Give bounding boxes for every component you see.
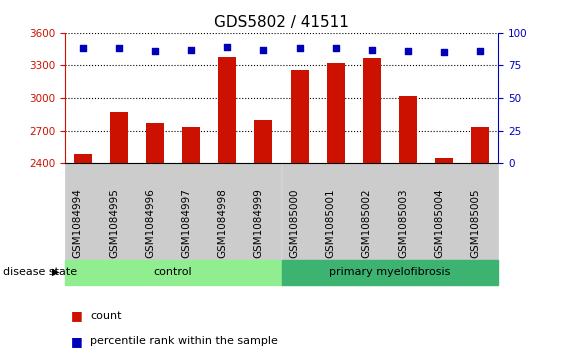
Bar bbox=[471, 127, 489, 163]
Point bbox=[114, 45, 123, 51]
Bar bbox=[182, 127, 200, 163]
Text: GSM1084999: GSM1084999 bbox=[253, 188, 263, 258]
Text: primary myelofibrosis: primary myelofibrosis bbox=[329, 267, 450, 277]
Bar bbox=[146, 123, 164, 163]
Bar bbox=[291, 70, 309, 163]
Point bbox=[223, 44, 232, 50]
Bar bbox=[327, 63, 345, 163]
Bar bbox=[363, 58, 381, 163]
Text: GSM1085003: GSM1085003 bbox=[398, 188, 408, 258]
Point bbox=[440, 49, 449, 55]
Bar bbox=[218, 57, 236, 163]
Bar bbox=[74, 154, 92, 163]
Bar bbox=[399, 96, 417, 163]
Text: GSM1084995: GSM1084995 bbox=[109, 188, 119, 258]
Point bbox=[295, 45, 304, 51]
Text: GSM1084998: GSM1084998 bbox=[217, 188, 227, 258]
Point bbox=[404, 48, 413, 54]
Point bbox=[367, 47, 376, 53]
Point bbox=[187, 47, 196, 53]
Text: ■: ■ bbox=[70, 309, 82, 322]
Text: GSM1084994: GSM1084994 bbox=[73, 188, 83, 258]
Point bbox=[150, 48, 159, 54]
Text: ■: ■ bbox=[70, 335, 82, 348]
Text: GSM1084997: GSM1084997 bbox=[181, 188, 191, 258]
Text: percentile rank within the sample: percentile rank within the sample bbox=[90, 336, 278, 346]
Text: GSM1084996: GSM1084996 bbox=[145, 188, 155, 258]
Text: disease state: disease state bbox=[3, 267, 77, 277]
Text: GSM1085004: GSM1085004 bbox=[434, 188, 444, 258]
Bar bbox=[254, 120, 272, 163]
Text: GSM1085001: GSM1085001 bbox=[325, 188, 336, 258]
Point bbox=[78, 45, 87, 51]
Text: GSM1085002: GSM1085002 bbox=[362, 188, 372, 258]
Text: ▶: ▶ bbox=[52, 267, 59, 277]
Text: GSM1085000: GSM1085000 bbox=[289, 188, 300, 258]
Bar bbox=[110, 112, 128, 163]
Point bbox=[259, 47, 268, 53]
Point bbox=[331, 45, 340, 51]
Text: control: control bbox=[154, 267, 193, 277]
Point bbox=[476, 48, 485, 54]
Text: GSM1085005: GSM1085005 bbox=[470, 188, 480, 258]
Bar bbox=[435, 158, 453, 163]
Text: count: count bbox=[90, 311, 122, 321]
Text: GDS5802 / 41511: GDS5802 / 41511 bbox=[214, 15, 349, 29]
